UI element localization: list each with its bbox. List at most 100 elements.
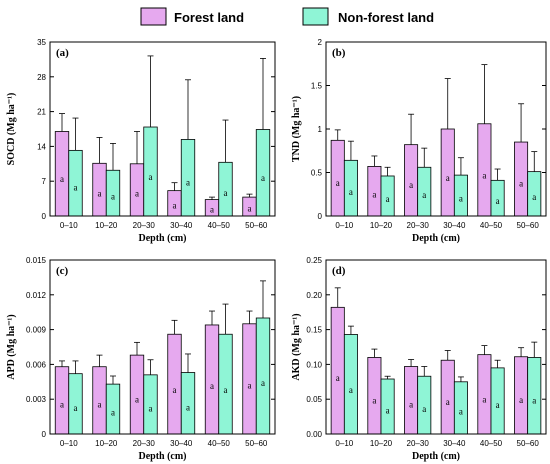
y-tick-label: 1 [318, 125, 323, 134]
significance-label: a [74, 182, 78, 192]
significance-label: a [111, 191, 115, 201]
significance-label: a [111, 408, 115, 418]
x-tick-label: 0–10 [60, 221, 78, 230]
y-tick-label: 0.00 [306, 430, 322, 439]
significance-label: a [74, 403, 78, 413]
y-tick-label: 0.10 [306, 360, 322, 369]
significance-label: a [60, 174, 64, 184]
y-tick-label: 0.006 [26, 360, 47, 369]
y-tick-label: 0 [42, 430, 47, 439]
x-tick-label: 40–50 [480, 439, 503, 448]
x-tick-label: 30–40 [170, 221, 193, 230]
significance-label: a [482, 171, 486, 181]
significance-label: a [210, 205, 214, 215]
significance-label: a [386, 405, 390, 415]
significance-label: a [446, 173, 450, 183]
significance-label: a [496, 400, 500, 410]
x-tick-label: 20–30 [407, 221, 430, 230]
y-tick-label: 0 [42, 212, 47, 221]
x-tick-label: 20–30 [133, 221, 156, 230]
significance-label: a [459, 407, 463, 417]
panel-label: (a) [56, 47, 69, 59]
y-tick-label: 21 [37, 108, 46, 117]
significance-label: a [349, 385, 353, 395]
significance-label: a [186, 178, 190, 188]
x-tick-label: 50–60 [517, 439, 540, 448]
y-tick-label: 0.009 [26, 326, 47, 335]
panel-label: (c) [56, 265, 69, 277]
y-tick-label: 2 [318, 38, 323, 47]
significance-label: a [459, 194, 463, 204]
legend-label-forest-land: Forest land [174, 10, 244, 25]
significance-label: a [135, 189, 139, 199]
y-tick-label: 0.25 [306, 256, 322, 265]
significance-label: a [98, 400, 102, 410]
significance-label: a [186, 402, 190, 412]
plot-frame [325, 41, 547, 217]
plot-frame [49, 259, 276, 435]
significance-label: a [372, 190, 376, 200]
panel-label: (b) [332, 47, 346, 59]
y-tick-label: 0.015 [26, 256, 47, 265]
plot-frame [49, 41, 276, 217]
y-tick-label: 35 [37, 38, 46, 47]
significance-label: a [224, 188, 228, 198]
legend-swatch-forest-land [140, 7, 167, 26]
significance-label: a [149, 403, 153, 413]
significance-label: a [519, 395, 523, 405]
significance-label: a [248, 203, 252, 213]
x-tick-label: 20–30 [407, 439, 430, 448]
significance-label: a [173, 385, 177, 395]
x-tick-label: 0–10 [60, 439, 78, 448]
significance-label: a [149, 172, 153, 182]
x-tick-label: 0–10 [335, 439, 353, 448]
x-tick-label: 50–60 [517, 221, 540, 230]
y-axis-label: AKD (Mg ha⁻¹) [291, 313, 302, 380]
panel-label: (d) [332, 265, 346, 277]
significance-label: a [519, 179, 523, 189]
y-tick-label: 7 [42, 177, 47, 186]
x-tick-label: 50–60 [245, 221, 268, 230]
y-tick-label: 14 [37, 142, 46, 151]
legend-label-non-forest-land: Non-forest land [338, 10, 434, 25]
y-tick-label: 0.15 [306, 326, 322, 335]
significance-label: a [422, 404, 426, 414]
significance-label: a [261, 173, 265, 183]
significance-label: a [349, 187, 353, 197]
x-tick-label: 20–30 [133, 439, 156, 448]
y-axis-label: TND (Mg ha⁻¹) [291, 96, 302, 162]
significance-label: a [60, 400, 64, 410]
x-tick-label: 30–40 [443, 221, 466, 230]
y-tick-label: 28 [37, 73, 46, 82]
significance-label: a [98, 188, 102, 198]
y-tick-label: 0.003 [26, 395, 47, 404]
bar-forest [242, 323, 257, 435]
x-tick-label: 10–20 [95, 439, 118, 448]
x-tick-label: 0–10 [335, 221, 353, 230]
x-tick-label: 30–40 [443, 439, 466, 448]
y-tick-label: 0.012 [26, 291, 47, 300]
legend-swatch-non-forest-land [302, 7, 329, 26]
x-tick-label: 40–50 [480, 221, 503, 230]
y-tick-label: 0.20 [306, 291, 322, 300]
bar-forest [330, 306, 345, 435]
x-tick-label: 10–20 [95, 221, 118, 230]
significance-label: a [532, 192, 536, 202]
y-tick-label: 0.05 [306, 395, 322, 404]
bar-non-forest [255, 317, 271, 435]
significance-label: a [261, 378, 265, 388]
x-axis-label: Depth (cm) [138, 233, 186, 244]
bar-forest [204, 324, 220, 435]
significance-label: a [532, 396, 536, 406]
significance-label: a [372, 396, 376, 406]
x-tick-label: 50–60 [245, 439, 268, 448]
significance-label: a [422, 190, 426, 200]
plot-frame [325, 259, 547, 435]
x-tick-label: 30–40 [170, 439, 193, 448]
x-tick-label: 40–50 [208, 439, 231, 448]
significance-label: a [210, 381, 214, 391]
significance-label: a [496, 196, 500, 206]
